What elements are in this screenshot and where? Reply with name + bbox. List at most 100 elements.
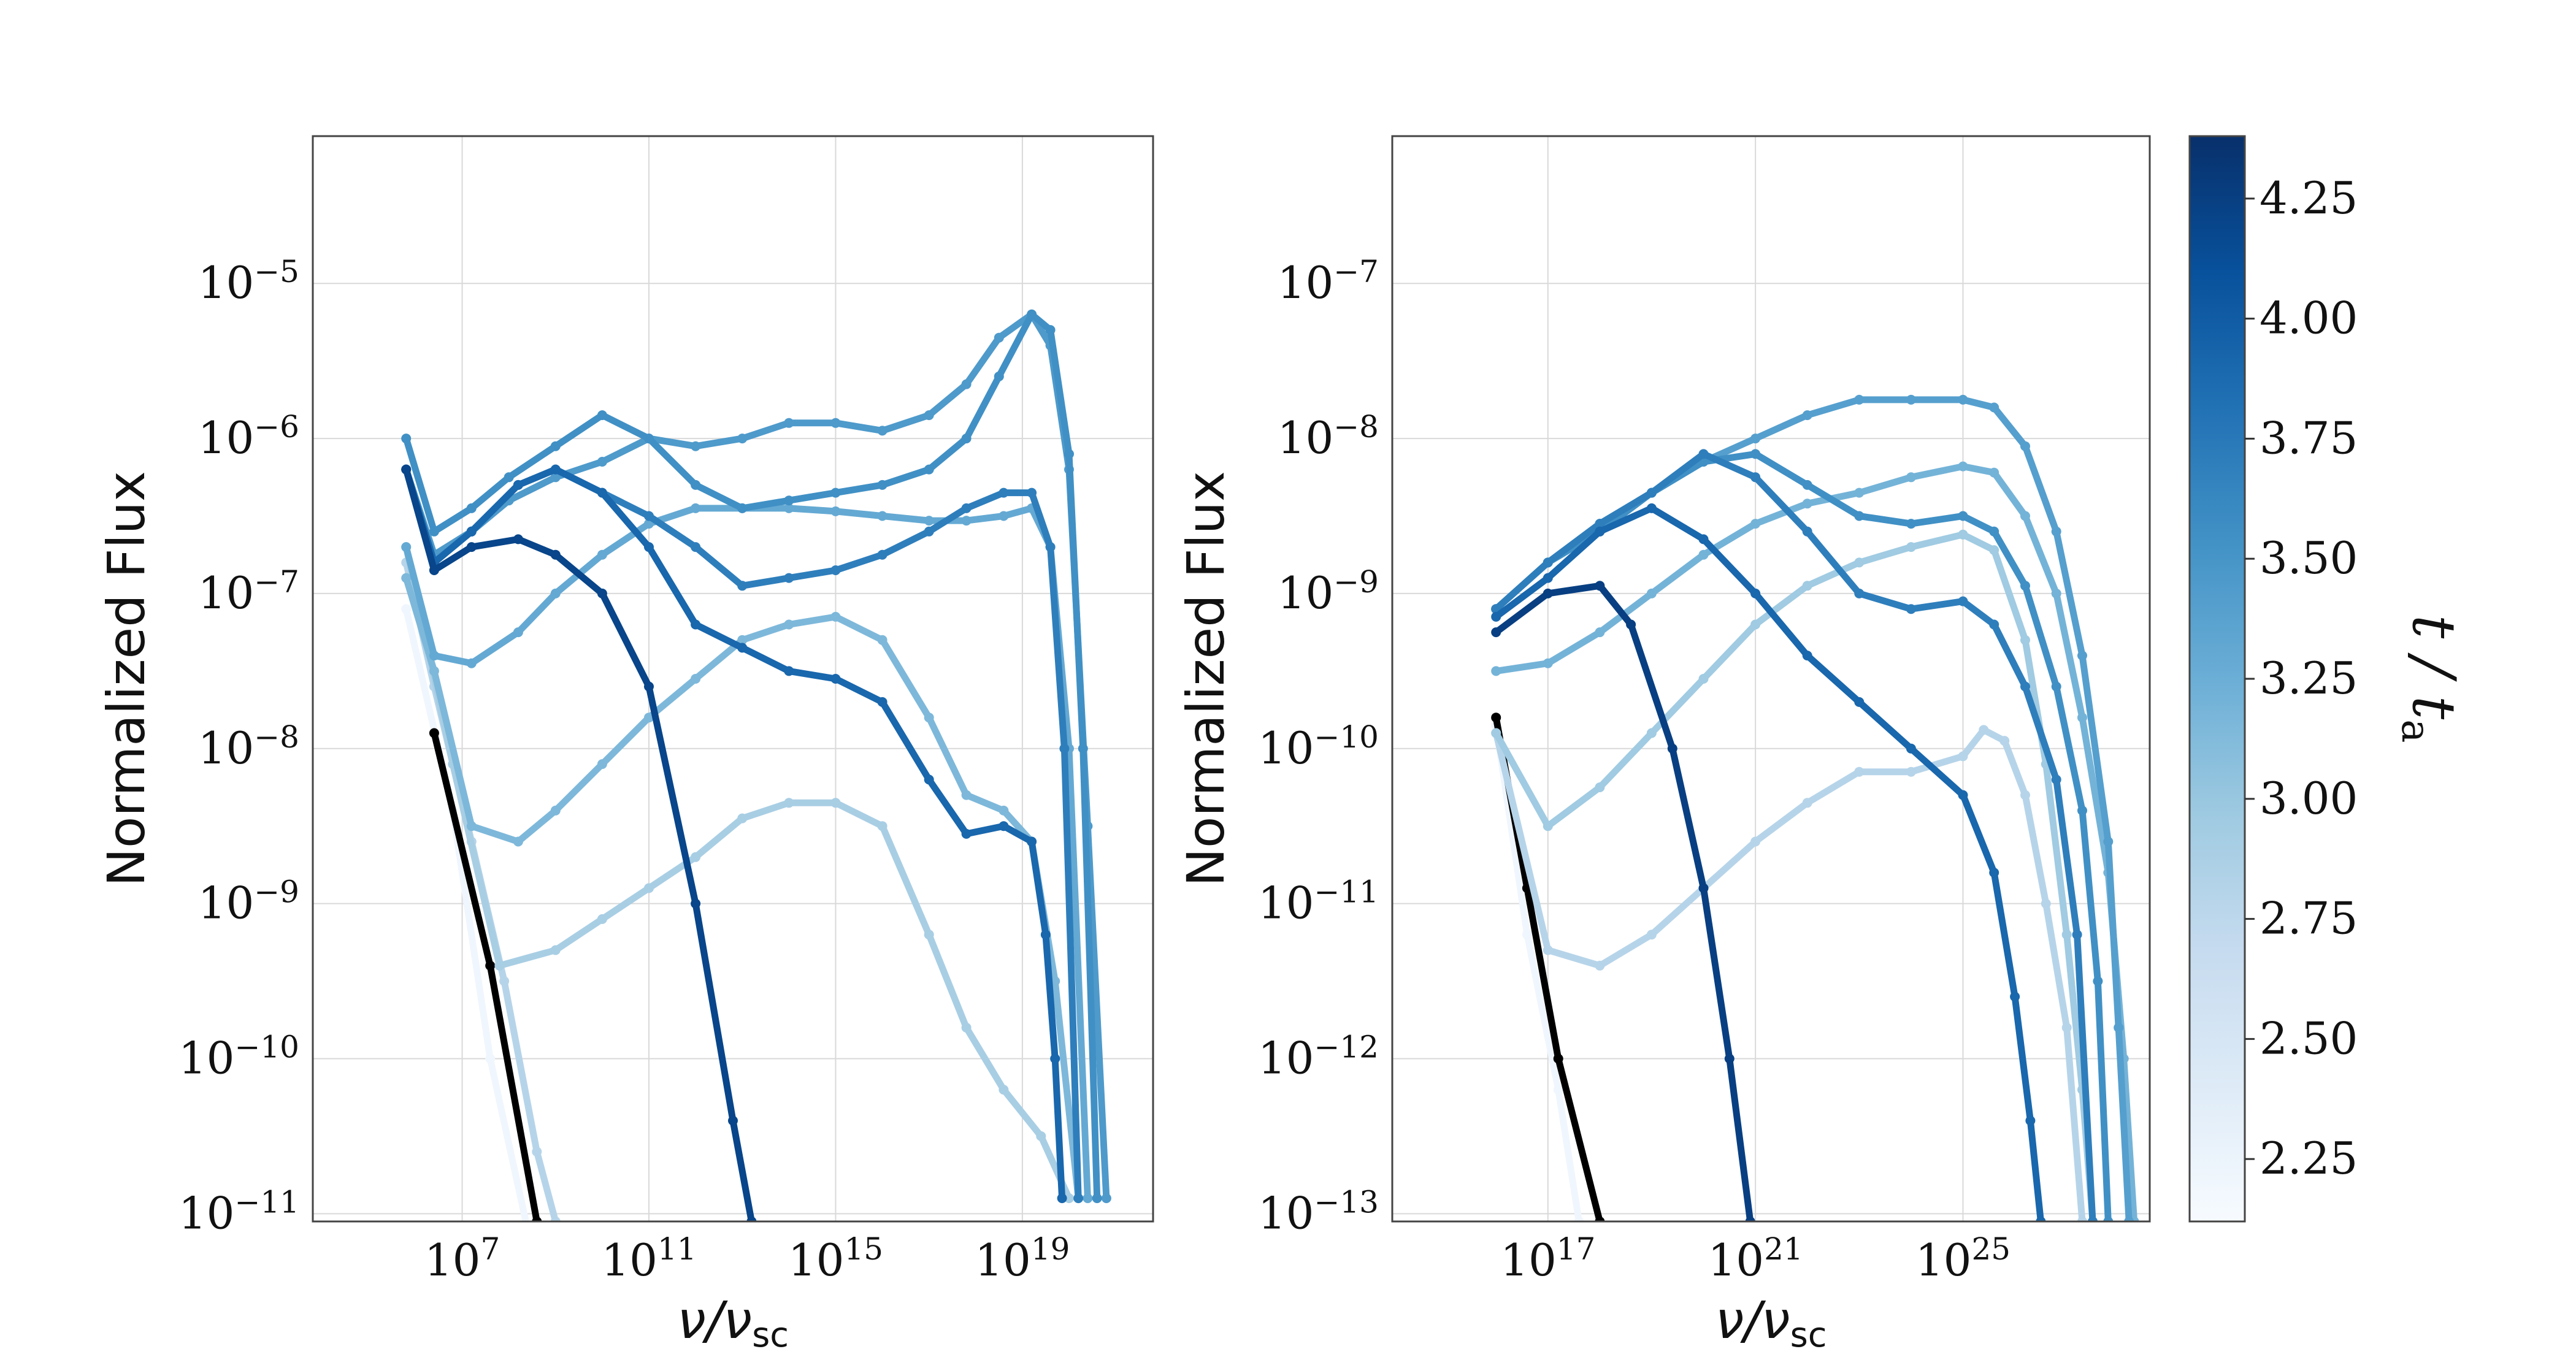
data-point — [1698, 449, 1709, 459]
data-point — [2010, 992, 2020, 1002]
data-point — [550, 549, 561, 560]
data-point — [401, 604, 412, 614]
data-point — [1854, 557, 1865, 568]
data-point — [1027, 309, 1037, 319]
data-point — [2072, 930, 2082, 940]
data-point — [691, 619, 701, 630]
data-point — [924, 774, 934, 785]
data-point — [1101, 1193, 1111, 1204]
data-point — [1958, 751, 1968, 762]
colorbar-tick-label: 4.25 — [2260, 172, 2358, 224]
data-point — [1989, 526, 1999, 537]
data-point — [994, 332, 1004, 343]
data-point — [550, 441, 561, 451]
data-point — [1646, 503, 1657, 513]
data-point — [924, 516, 934, 526]
x-axis-title: ν/νsc — [1715, 1290, 1827, 1349]
data-point — [429, 666, 439, 676]
data-point — [1698, 549, 1709, 560]
data-point — [1073, 1193, 1084, 1204]
data-point — [961, 790, 972, 800]
data-point — [1040, 930, 1051, 940]
data-point — [2051, 681, 2061, 692]
data-point — [994, 371, 1004, 381]
data-point — [1059, 743, 1070, 754]
data-point — [999, 821, 1009, 831]
data-point — [1595, 627, 1605, 638]
data-point — [499, 976, 510, 987]
data-point — [1906, 519, 1916, 529]
data-point — [2103, 836, 2114, 847]
data-point — [877, 635, 887, 645]
data-point — [513, 534, 523, 545]
data-point — [877, 549, 887, 560]
data-point — [2020, 511, 2030, 521]
data-point — [597, 549, 607, 560]
y-tick-label: 10−11 — [178, 1184, 299, 1239]
data-point — [961, 1022, 972, 1033]
data-point — [1802, 651, 1812, 661]
series-line-3 — [402, 543, 1073, 1202]
data-point — [784, 503, 794, 513]
data-point — [2124, 1217, 2134, 1221]
data-point — [924, 464, 934, 475]
data-point — [877, 426, 887, 436]
data-point — [1027, 836, 1037, 847]
series-line-0 — [1492, 722, 1582, 1221]
data-point — [1522, 930, 1532, 940]
data-point — [2020, 581, 2030, 591]
data-point — [784, 619, 794, 630]
data-point — [1724, 1053, 1735, 1064]
data-point — [1989, 868, 1999, 878]
data-point — [691, 480, 701, 490]
data-point — [644, 542, 654, 552]
data-point — [1999, 736, 2010, 746]
x-tick-label: 1017 — [1500, 1231, 1595, 1286]
data-point — [485, 1053, 496, 1064]
data-point — [784, 798, 794, 808]
data-point — [1057, 1193, 1067, 1204]
data-point — [401, 464, 412, 475]
data-point — [691, 503, 701, 513]
data-point — [466, 503, 477, 513]
data-point — [1064, 1193, 1074, 1204]
data-point — [1750, 836, 1761, 847]
data-point — [924, 410, 934, 421]
data-point — [1595, 1217, 1605, 1221]
data-point — [2061, 930, 2072, 940]
data-point — [1906, 604, 1916, 614]
data-point — [999, 1085, 1009, 1095]
data-point — [597, 487, 607, 498]
data-point — [877, 697, 887, 707]
data-point — [1050, 1053, 1060, 1064]
data-point — [466, 821, 477, 831]
data-point — [1854, 487, 1865, 498]
series-line-4 — [402, 575, 1082, 1202]
data-point — [2041, 898, 2051, 909]
data-point — [1750, 472, 1761, 483]
data-point — [1854, 766, 1865, 777]
x-tick-label: 1011 — [601, 1231, 696, 1286]
data-point — [1667, 743, 1677, 754]
data-point — [924, 526, 934, 537]
data-point — [1595, 960, 1605, 971]
y-axis-title: Normalized Flux — [96, 471, 156, 887]
data-point — [784, 666, 794, 676]
data-point — [1595, 782, 1605, 792]
data-point — [961, 516, 972, 526]
data-point — [1491, 728, 1501, 738]
data-point — [1491, 611, 1501, 622]
data-point — [2051, 526, 2061, 537]
data-point — [597, 759, 607, 770]
data-point — [429, 565, 439, 575]
data-point — [1802, 480, 1812, 490]
colorbar-tick-label: 3.50 — [2260, 532, 2358, 584]
data-point — [550, 472, 561, 483]
colorbar-tick-label: 4.00 — [2260, 292, 2358, 344]
x-tick-label: 107 — [424, 1231, 500, 1286]
data-point — [550, 805, 561, 816]
x-tick-label: 1019 — [975, 1231, 1070, 1286]
data-point — [644, 883, 654, 893]
data-point — [999, 487, 1009, 498]
y-tick-label: 10−9 — [198, 874, 299, 929]
